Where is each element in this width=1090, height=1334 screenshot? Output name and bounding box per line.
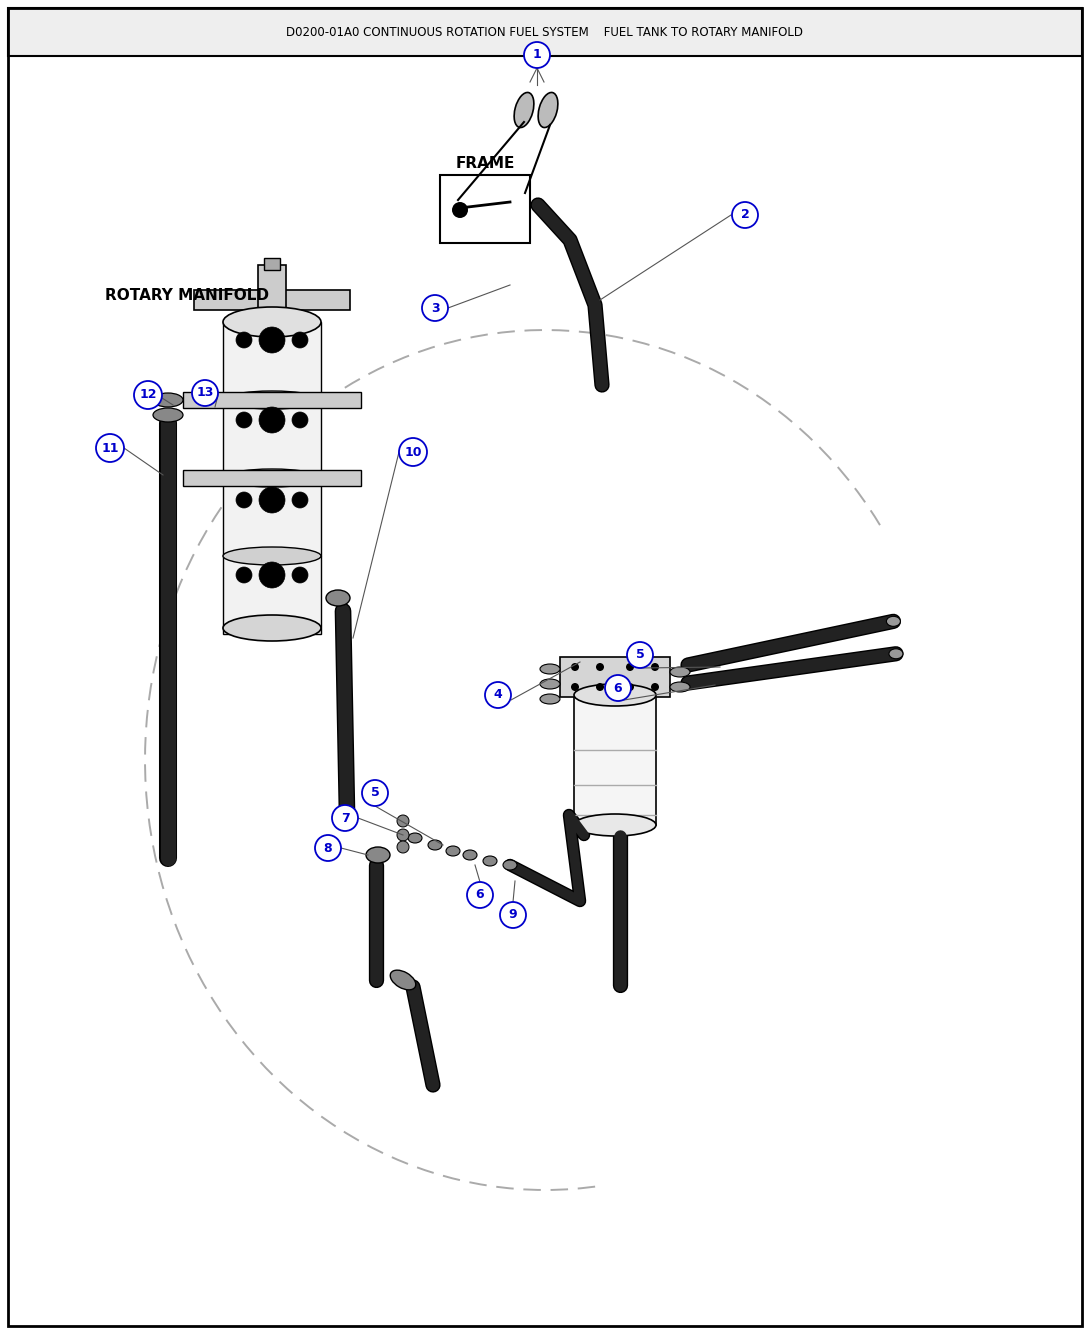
Bar [560, 658, 670, 696]
Ellipse shape [483, 856, 497, 866]
Ellipse shape [574, 684, 656, 706]
Circle shape [524, 41, 550, 68]
Circle shape [571, 663, 579, 671]
Bar [8, 8, 1082, 56]
Text: 3: 3 [431, 301, 439, 315]
Circle shape [397, 840, 409, 852]
Circle shape [259, 327, 284, 354]
Circle shape [237, 412, 252, 428]
Text: 5: 5 [371, 787, 379, 799]
Circle shape [397, 815, 409, 827]
Ellipse shape [390, 970, 415, 990]
Circle shape [467, 882, 493, 908]
Circle shape [237, 332, 252, 348]
Circle shape [259, 407, 284, 434]
Ellipse shape [514, 92, 534, 128]
Bar [223, 400, 320, 478]
Ellipse shape [223, 470, 320, 487]
Circle shape [192, 380, 218, 406]
Ellipse shape [223, 547, 320, 566]
Text: ROTARY MANIFOLD: ROTARY MANIFOLD [105, 288, 269, 303]
Circle shape [571, 683, 579, 691]
Ellipse shape [153, 408, 183, 422]
Bar [223, 321, 320, 400]
Text: 6: 6 [475, 888, 484, 902]
Circle shape [500, 902, 526, 928]
Bar [574, 695, 656, 824]
Ellipse shape [889, 648, 903, 659]
Ellipse shape [886, 616, 900, 627]
Text: 4: 4 [494, 688, 502, 702]
Circle shape [259, 487, 284, 514]
Text: 10: 10 [404, 446, 422, 459]
Text: 7: 7 [340, 811, 350, 824]
Circle shape [626, 663, 634, 671]
Ellipse shape [670, 682, 690, 692]
Circle shape [399, 438, 427, 466]
Bar [440, 175, 530, 243]
Circle shape [397, 828, 409, 840]
Circle shape [596, 663, 604, 671]
Ellipse shape [446, 846, 460, 856]
Circle shape [651, 663, 659, 671]
Ellipse shape [428, 840, 443, 850]
Circle shape [596, 683, 604, 691]
Text: 8: 8 [324, 842, 332, 855]
Text: 2: 2 [740, 208, 750, 221]
Ellipse shape [538, 92, 558, 128]
Ellipse shape [540, 694, 560, 704]
Circle shape [237, 567, 252, 583]
Bar [264, 257, 280, 269]
Text: 5: 5 [635, 648, 644, 662]
Ellipse shape [408, 832, 422, 843]
Circle shape [237, 492, 252, 508]
Ellipse shape [223, 391, 320, 410]
Text: 9: 9 [509, 908, 518, 922]
Circle shape [134, 382, 162, 410]
Circle shape [292, 567, 308, 583]
Ellipse shape [574, 814, 656, 836]
Ellipse shape [540, 664, 560, 674]
Text: 11: 11 [101, 442, 119, 455]
Circle shape [732, 201, 758, 228]
Text: FRAME: FRAME [456, 156, 514, 171]
Text: D0200-01A0 CONTINUOUS ROTATION FUEL SYSTEM    FUEL TANK TO ROTARY MANIFOLD: D0200-01A0 CONTINUOUS ROTATION FUEL SYST… [287, 25, 803, 39]
Circle shape [259, 562, 284, 588]
Text: 1: 1 [533, 48, 542, 61]
Bar [183, 392, 361, 408]
Bar [223, 478, 320, 556]
Ellipse shape [326, 590, 350, 606]
Circle shape [422, 295, 448, 321]
Bar [183, 470, 361, 486]
Circle shape [605, 675, 631, 700]
Bar [194, 289, 350, 309]
Circle shape [651, 683, 659, 691]
Circle shape [292, 332, 308, 348]
Ellipse shape [366, 847, 390, 863]
Text: 13: 13 [196, 387, 214, 399]
Circle shape [627, 642, 653, 668]
Ellipse shape [540, 679, 560, 688]
Ellipse shape [463, 850, 477, 860]
Bar [223, 556, 320, 634]
Ellipse shape [223, 307, 320, 338]
Ellipse shape [153, 394, 183, 407]
Circle shape [292, 492, 308, 508]
Ellipse shape [502, 860, 517, 870]
Bar [258, 265, 286, 313]
Circle shape [362, 780, 388, 806]
Circle shape [626, 683, 634, 691]
Circle shape [332, 804, 358, 831]
Circle shape [315, 835, 341, 860]
Ellipse shape [223, 615, 320, 642]
Circle shape [96, 434, 124, 462]
Text: 12: 12 [140, 388, 157, 402]
Text: 6: 6 [614, 682, 622, 695]
Circle shape [485, 682, 511, 708]
Circle shape [452, 201, 468, 217]
Ellipse shape [670, 667, 690, 676]
Circle shape [292, 412, 308, 428]
